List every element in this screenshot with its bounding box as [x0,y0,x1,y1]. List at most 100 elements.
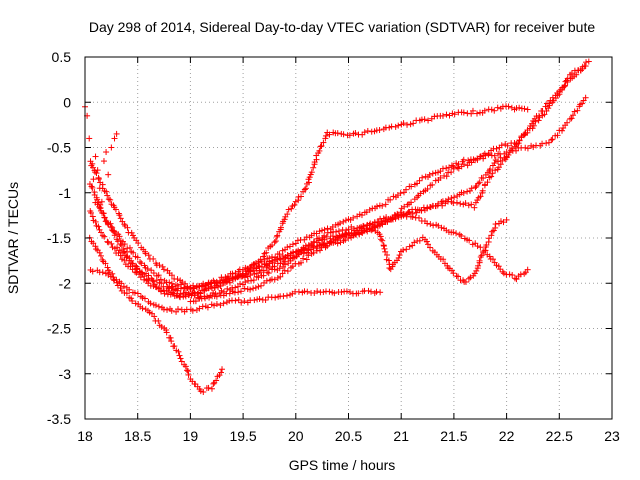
sat-b-point [109,270,116,277]
sat-c-point [295,288,302,295]
sat-c-point [314,288,321,295]
sat-e-point [174,276,181,283]
sat-d-point [148,267,155,274]
sat-c-point [241,298,248,305]
noise-point [111,135,118,142]
x-tick-label: 19 [183,428,199,444]
sat-h-point [380,242,387,249]
sat-b-point [132,300,139,307]
sat-c-point [280,293,287,300]
sat-e-point [559,127,566,134]
sat-b-point [129,298,136,305]
sat-h-point [252,284,259,291]
sat-d-point [513,276,520,283]
sat-g-point [255,274,262,281]
sat-i-point [287,252,294,259]
sat-c-point [368,288,375,295]
sat-d-point [521,270,528,277]
sat-g-point [129,260,136,267]
sat-d-point [500,270,507,277]
sat-c-point [113,276,120,283]
sat-f-point [101,214,108,221]
sat-f-point [498,142,505,149]
sat-d-point [524,266,531,273]
sat-a-point [101,233,108,240]
sat-f-point [448,169,455,176]
y-tick-label: -1.5 [47,230,71,246]
sat-a-point [326,131,333,138]
sat-i-point [356,230,363,237]
sat-g-point [354,225,361,232]
sat-h-point [202,295,209,302]
chart-title: Day 298 of 2014, Sidereal Day-to-day VTE… [89,19,596,35]
sat-c-point [196,305,203,312]
sat-g-point [539,108,546,115]
noise-point [103,149,110,156]
x-tick-label: 19.5 [229,428,256,444]
sat-f-point [468,159,475,166]
sat-i-point [337,239,344,246]
sat-i-point [242,271,249,278]
sat-e-point [112,206,119,213]
sat-i-point [239,272,246,279]
sat-i-point [328,239,335,246]
sat-a-point [505,103,512,110]
sat-e-point [107,196,114,203]
sat-g-point [232,284,239,291]
noise-point [113,130,120,137]
sat-i-point [298,247,305,254]
sat-b-point [128,295,135,302]
sat-b-point [208,385,215,392]
sat-a-point [291,201,298,208]
sat-h-point [310,249,317,256]
sat-c-point [320,289,327,296]
sat-e-point [582,94,589,101]
sat-g-point [488,173,495,180]
sat-c-point [232,297,239,304]
noise-point [86,135,93,142]
sat-h-point [423,238,430,245]
sat-g-point [405,208,412,215]
sat-c-point [189,307,196,314]
sat-d-point [511,275,518,282]
sat-g-point [453,199,460,206]
sat-f-point [323,233,330,240]
sat-g-point [165,285,172,292]
sat-c-point [164,306,171,313]
sat-a-point [469,107,476,114]
sat-g-point [471,204,478,211]
sat-a-point [318,142,325,149]
sat-c-point [134,290,141,297]
sat-f-point [432,177,439,184]
sat-a-point [145,280,152,287]
sat-i-point [258,263,265,270]
sat-d-point [453,230,460,237]
sat-e-point [292,240,299,247]
sat-e-point [135,240,142,247]
sat-d-point [497,266,504,273]
sat-a-point [108,240,115,247]
x-tick-label: 22 [499,428,515,444]
sat-a-point [364,127,371,134]
sat-d-point [517,271,524,278]
sat-i-point [166,284,173,291]
sat-e-point [574,107,581,114]
sat-i-point [229,275,236,282]
sat-a-point [320,139,327,146]
sat-f-point [111,232,118,239]
sat-f-point [97,205,104,212]
sat-b-point [197,388,204,395]
sat-g-point [321,232,328,239]
sat-e-point [549,136,556,143]
sat-c-point [120,283,127,290]
y-tick-label: 0 [63,94,71,110]
sat-a-point [443,111,450,118]
sat-c-point [355,290,362,297]
sat-c-point [99,269,106,276]
sat-g-point [177,290,184,297]
sat-d-point [130,249,137,256]
sat-a-point [407,121,414,128]
x-tick-label: 18.5 [124,428,151,444]
sat-c-point [365,287,372,294]
sat-h-point [400,247,407,254]
